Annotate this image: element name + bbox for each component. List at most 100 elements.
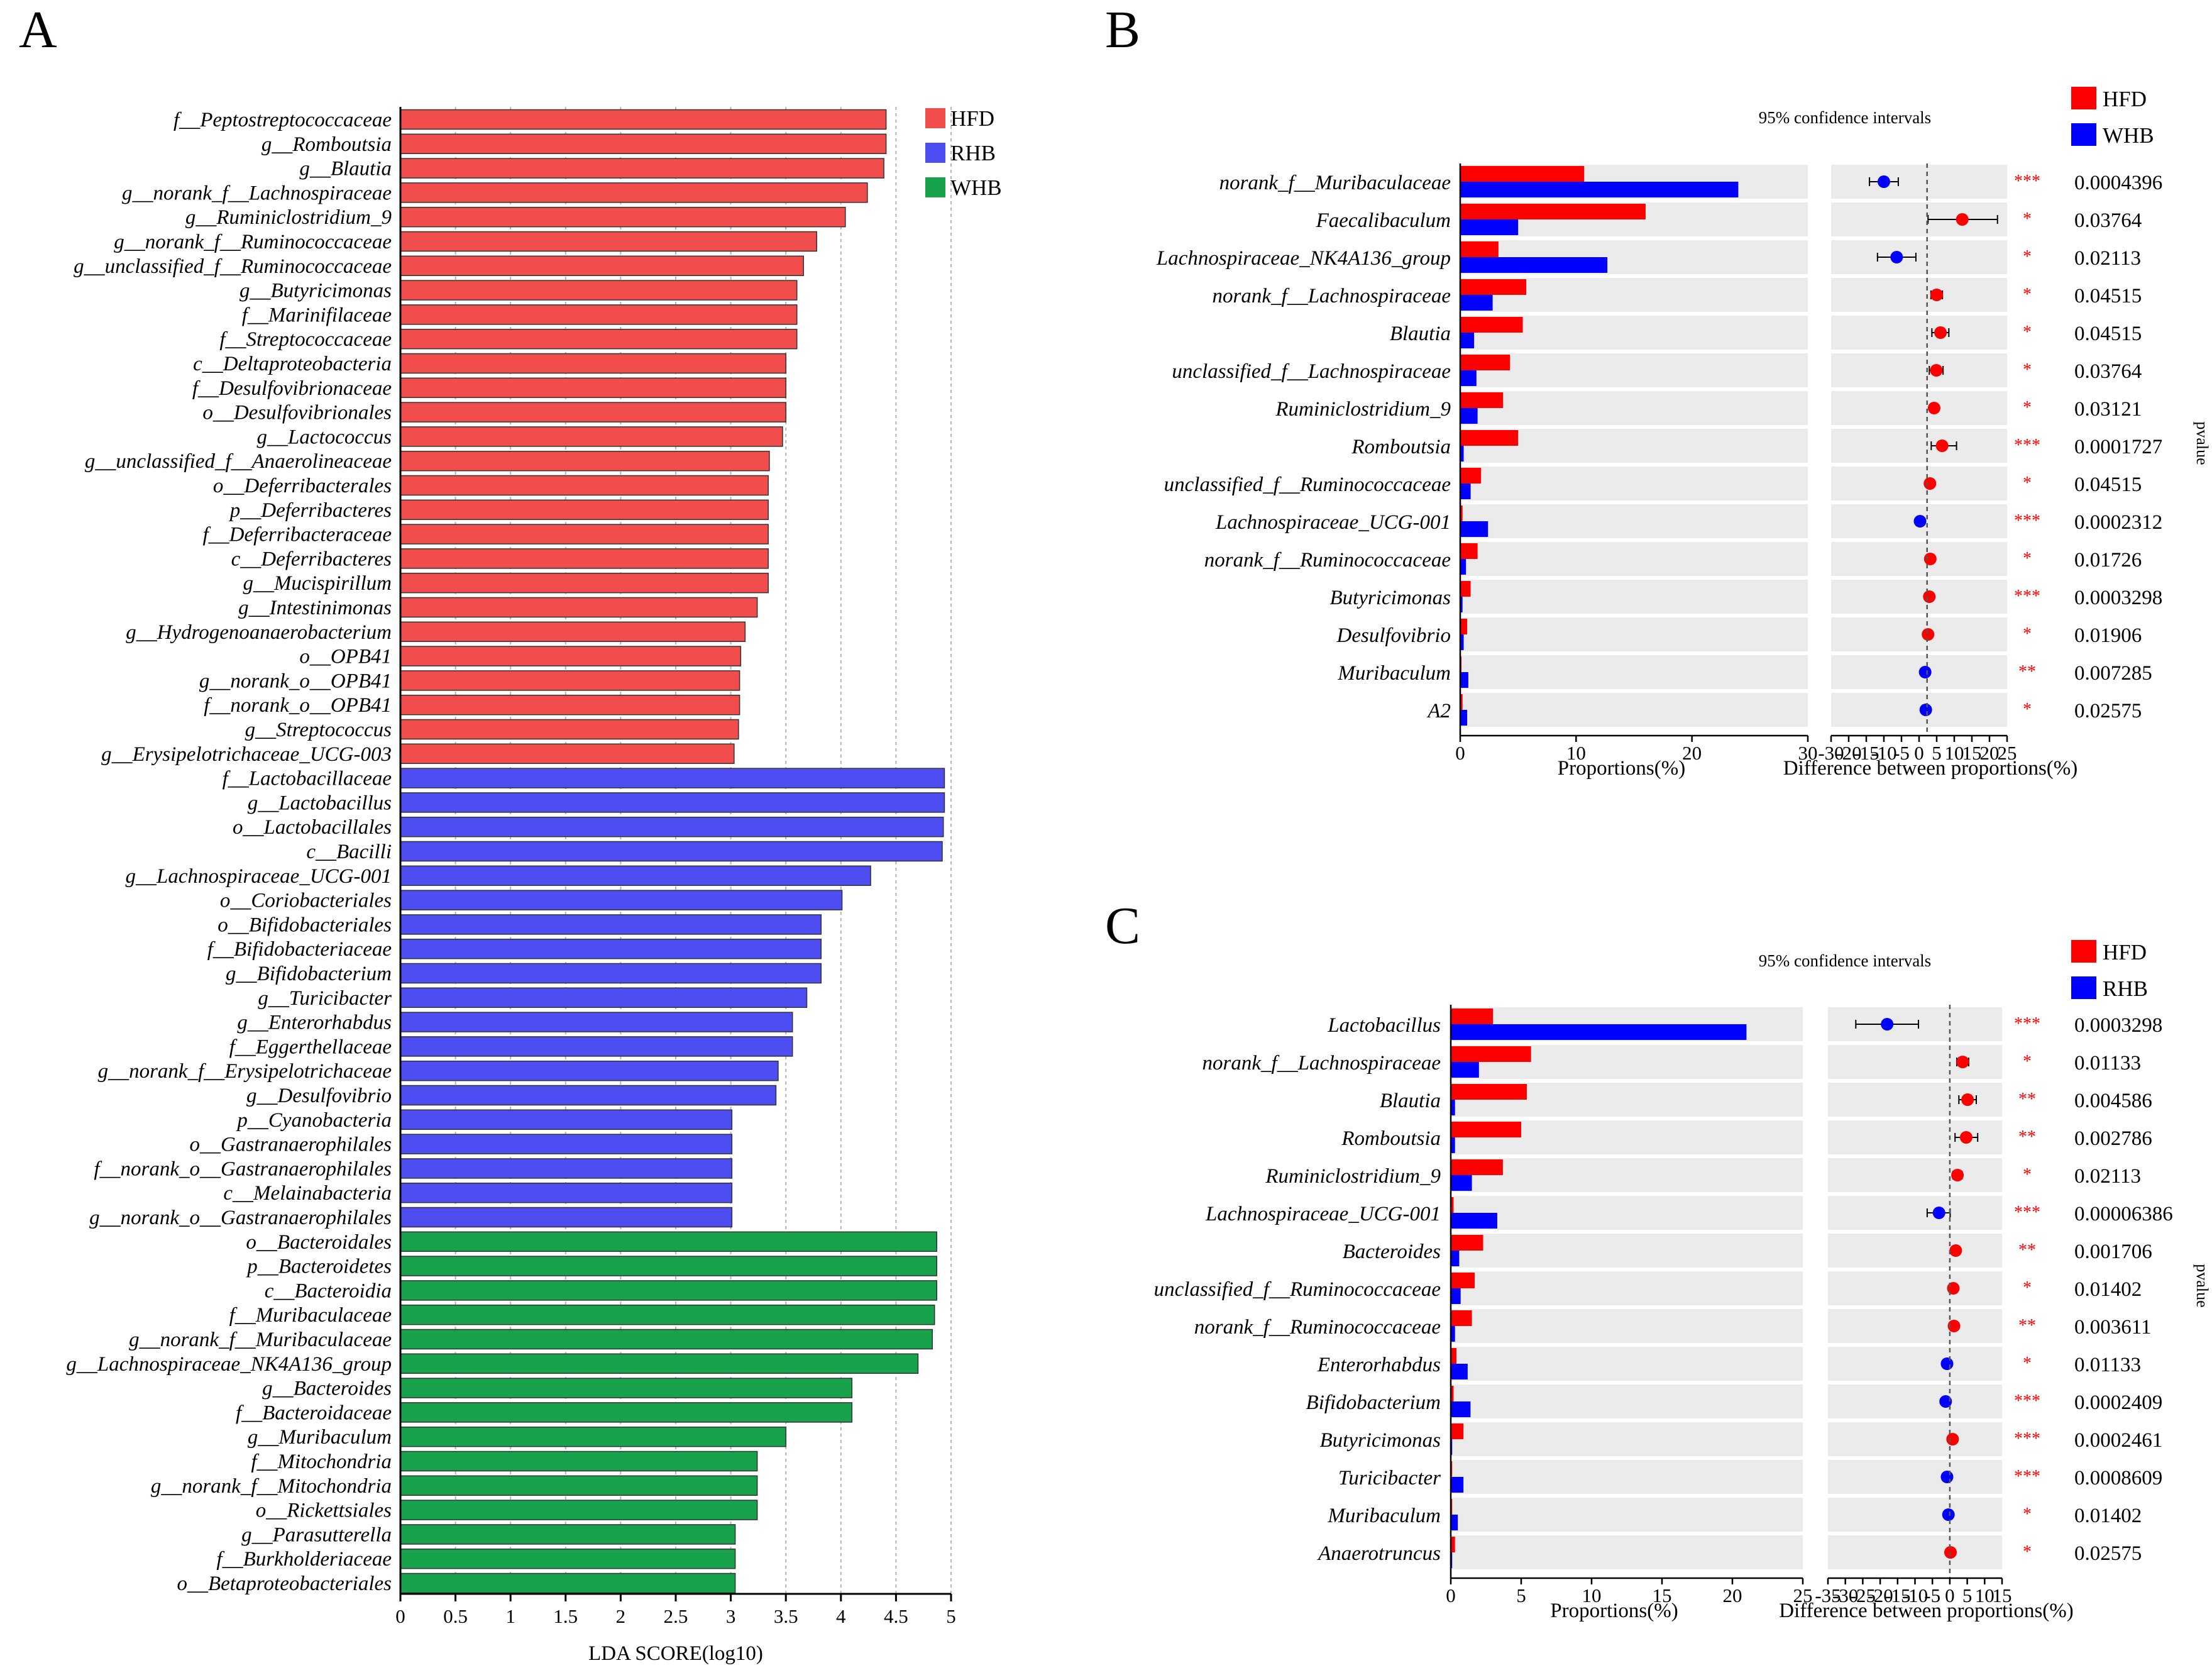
pvalue-label: 0.0001727 [2074,436,2162,458]
bar-rhb [1451,1515,1458,1530]
difference-point [1890,251,1903,263]
pvalue-label: 0.003611 [2074,1316,2152,1339]
panel-a-category-label: o__Desulfovibrionales [202,402,392,424]
panel-a-bar [400,1134,733,1154]
panel-a-bar [400,109,887,130]
panel-a-category-label: g__Muribaculum [248,1426,392,1449]
category-label: norank_f__Lachnospiraceae [1202,1052,1441,1075]
significance-stars: * [2023,1165,2032,1185]
panel-a-x-tick-label: 0.5 [443,1605,468,1627]
bar-whb [1460,597,1463,612]
difference-point [1951,1169,1964,1181]
bar-hfd [1460,204,1646,219]
category-label: Blautia [1380,1090,1441,1112]
bar-rhb [1451,1024,1747,1040]
legend-label: HFD [2103,940,2147,964]
category-label: Lachnospiraceae_UCG-001 [1205,1203,1441,1225]
bar-rhb [1451,1288,1461,1304]
significance-stars: * [2023,624,2032,644]
pvalue-label: 0.01906 [2074,624,2142,647]
stripe [1831,542,2007,576]
panel-a-bar [400,402,786,423]
bar-hfd [1460,694,1463,710]
bar-hfd [1451,1235,1483,1251]
panel-a-category-label: p__Deferribacteres [229,499,392,522]
panel-a-category-label: g__norank_o__OPB41 [199,670,392,692]
panel-a-category-label: o__Lactobacillales [233,816,392,839]
pvalue-label: 0.002786 [2074,1127,2152,1150]
panel-a-legend-swatch [925,177,945,197]
stripe [1831,617,2007,651]
panel-a: Af__Peptostreptococcaceaeg__Romboutsiag_… [19,1,1002,1665]
bar-rhb [1451,1175,1472,1191]
significance-stars: *** [2014,436,2040,455]
panel-a-bar [400,792,945,813]
panel-a-category-label: f__Bifidobacteriaceae [207,938,392,961]
category-label: Blautia [1390,323,1451,345]
category-label: unclassified_f__Ruminococcaceae [1164,473,1451,496]
bar-hfd [1451,1273,1475,1288]
difference-point [1947,1320,1961,1332]
difference-point [1919,704,1932,716]
panel-a-category-label: p__Cyanobacteria [236,1109,392,1132]
diff-x-tick-label: -20 [1867,1584,1893,1606]
bar-hfd [1460,166,1585,182]
panel-a-category-label: o__Betaproteobacteriales [177,1572,392,1595]
bar-hfd [1451,1122,1521,1137]
difference-point [1881,1018,1894,1031]
category-label: Lachnospiraceae_UCG-001 [1215,511,1451,534]
category-label: unclassified_f__Ruminococcaceae [1154,1278,1441,1301]
bar-hfd [1460,355,1510,370]
ci-title: 95% confidence intervals [1759,108,1931,127]
panel-a-category-label: g__Lachnospiraceae_NK4A136_group [66,1353,392,1376]
panel-a-bar [400,499,769,521]
pvalue-label: 0.01726 [2074,549,2142,572]
panel-a-category-label: g__Butyricimonas [239,280,392,302]
stripe [1831,580,2007,614]
bar-hfd [1451,1310,1472,1326]
difference-point [1956,1056,1969,1068]
bar-whb [1460,710,1468,726]
panel-a-legend-label: WHB [950,175,1002,200]
stripe [1460,580,1808,614]
diff-x-tick-label: -25 [1850,1584,1876,1606]
panel-a-category-label: g__unclassified_f__Ruminococcaceae [74,255,392,278]
difference-point [1930,289,1943,301]
significance-stars: * [2023,285,2032,304]
prop-x-tick-label: 0 [1446,1584,1456,1606]
panel-a-bar [400,353,786,374]
pvalue-label: 0.04515 [2074,323,2142,345]
diff-x-tick-label: -5 [1893,742,1910,764]
panel-a-bar [400,719,739,740]
stripe [1828,1271,2002,1305]
panel-a-category-label: g__Ruminiclostridium_9 [185,206,392,229]
significance-stars: *** [2014,1467,2040,1486]
stripe [1828,1498,2002,1532]
bar-rhb [1451,1100,1455,1115]
pvalue-label: 0.03764 [2074,360,2142,383]
panel-a-category-label: p__Bacteroidetes [246,1256,392,1278]
panel-a-bar [400,597,758,618]
category-label: norank_f__Ruminococcaceae [1194,1316,1441,1339]
pvalue-label: 0.0003298 [2074,1014,2162,1037]
category-label: Enterorhabdus [1317,1354,1441,1376]
panel-a-bar [400,255,804,277]
panel-a-category-label: g__Mucispirillum [243,572,392,595]
stripe [1828,1158,2002,1192]
panel-a-bar [400,1036,793,1057]
stripe [1451,1196,1803,1230]
stripe [1828,1384,2002,1418]
prop-x-axis-title: Proportions(%) [1550,1600,1678,1622]
stripe [1460,391,1808,425]
bar-whb [1460,219,1519,235]
panel-a-category-label: g__Erysipelotrichaceae_UCG-003 [101,743,392,766]
bar-hfd [1451,1386,1454,1401]
prop-x-tick-label: 20 [1723,1584,1742,1606]
prop-x-axis-title: Proportions(%) [1558,757,1685,780]
panel-a-category-label: o__Deferribacterales [213,475,392,497]
panel-a-bar [400,1402,853,1423]
category-label: Muribaculum [1327,1505,1441,1527]
pvalue-label: 0.02575 [2074,1542,2142,1565]
panel-a-bar [400,1256,937,1276]
bar-hfd [1451,1348,1456,1364]
